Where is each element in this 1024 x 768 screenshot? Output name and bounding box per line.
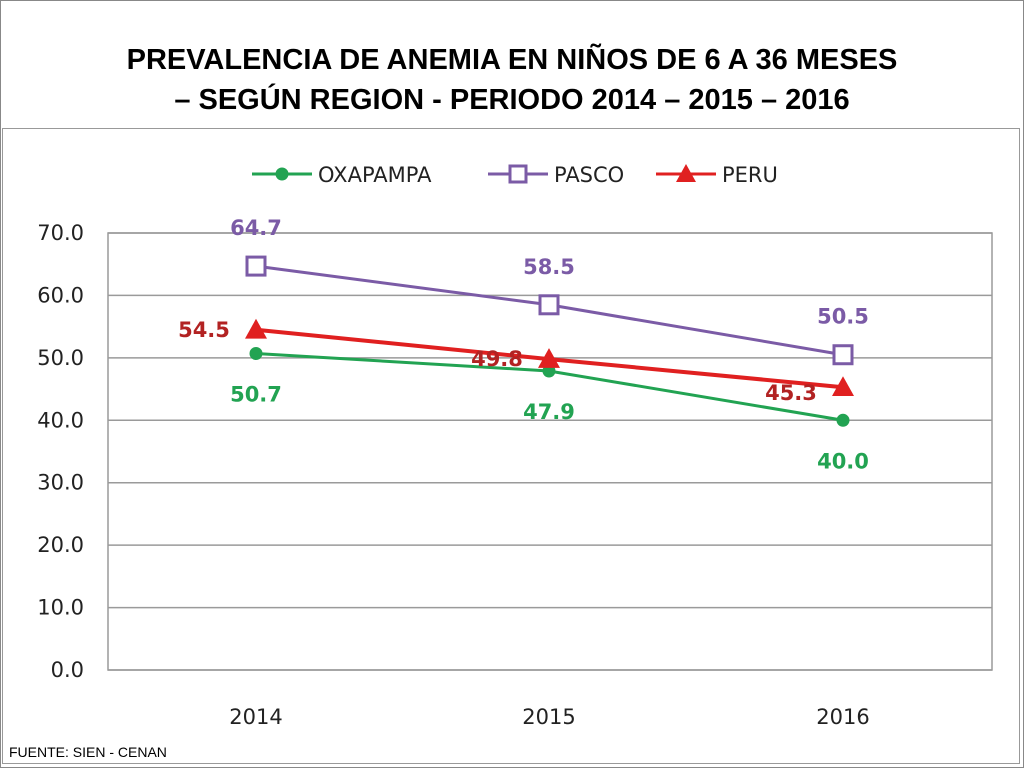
y-tick-label: 60.0	[37, 283, 84, 307]
y-tick-label: 40.0	[37, 408, 84, 432]
data-label-oxapampa: 50.7	[230, 382, 282, 406]
source-note: FUENTE: SIEN - CENAN	[9, 744, 167, 760]
legend-label-peru: PERU	[722, 163, 778, 187]
data-label-oxapampa: 47.9	[523, 400, 575, 424]
y-tick-label: 50.0	[37, 346, 84, 370]
x-tick-label: 2015	[522, 705, 575, 729]
marker-circle	[836, 413, 850, 427]
title-line-2: – SEGÚN REGION - PERIODO 2014 – 2015 – 2…	[174, 84, 850, 116]
chart-container	[2, 128, 1020, 764]
marker-square	[538, 294, 560, 316]
x-axis-ticks: 2014 2015 2016	[229, 705, 869, 729]
x-tick-label: 2014	[229, 705, 282, 729]
data-label-peru: 54.5	[178, 318, 230, 342]
marker-square	[508, 164, 528, 184]
y-tick-label: 30.0	[37, 471, 84, 495]
y-tick-label: 10.0	[37, 596, 84, 620]
legend: OXAPAMPA PASCO PERU	[252, 163, 778, 187]
marker-triangle	[676, 164, 696, 182]
y-tick-label: 20.0	[37, 533, 84, 557]
marker-square	[832, 344, 854, 366]
x-tick-label: 2016	[816, 705, 869, 729]
marker-triangle	[538, 348, 560, 368]
data-label-pasco: 58.5	[523, 255, 575, 279]
slide-title: PREVALENCIA DE ANEMIA EN NIÑOS DE 6 A 36…	[0, 40, 1024, 120]
data-label-peru: 45.3	[765, 381, 817, 405]
marker-triangle	[245, 318, 267, 339]
legend-label-pasco: PASCO	[554, 163, 624, 187]
y-tick-label: 70.0	[37, 221, 84, 245]
title-line-1: PREVALENCIA DE ANEMIA EN NIÑOS DE 6 A 36…	[126, 44, 898, 76]
data-label-pasco: 64.7	[230, 216, 282, 240]
data-labels: 50.7 47.9 40.0 64.7 58.5 50.5 54.5 49.8 45.3	[178, 216, 869, 473]
marker-circle	[249, 346, 263, 360]
marker-circle	[275, 167, 289, 181]
data-label-pasco: 50.5	[817, 305, 869, 329]
series-lines	[245, 255, 854, 427]
y-tick-label: 0.0	[51, 658, 84, 682]
marker-square	[245, 255, 267, 277]
marker-triangle	[832, 376, 854, 396]
data-label-oxapampa: 40.0	[817, 449, 869, 473]
data-label-peru: 49.8	[471, 347, 523, 371]
legend-label-oxapampa: OXAPAMPA	[318, 163, 432, 187]
y-axis-ticks: 0.0 10.0 20.0 30.0 40.0 50.0 60.0 70.0	[37, 221, 84, 682]
